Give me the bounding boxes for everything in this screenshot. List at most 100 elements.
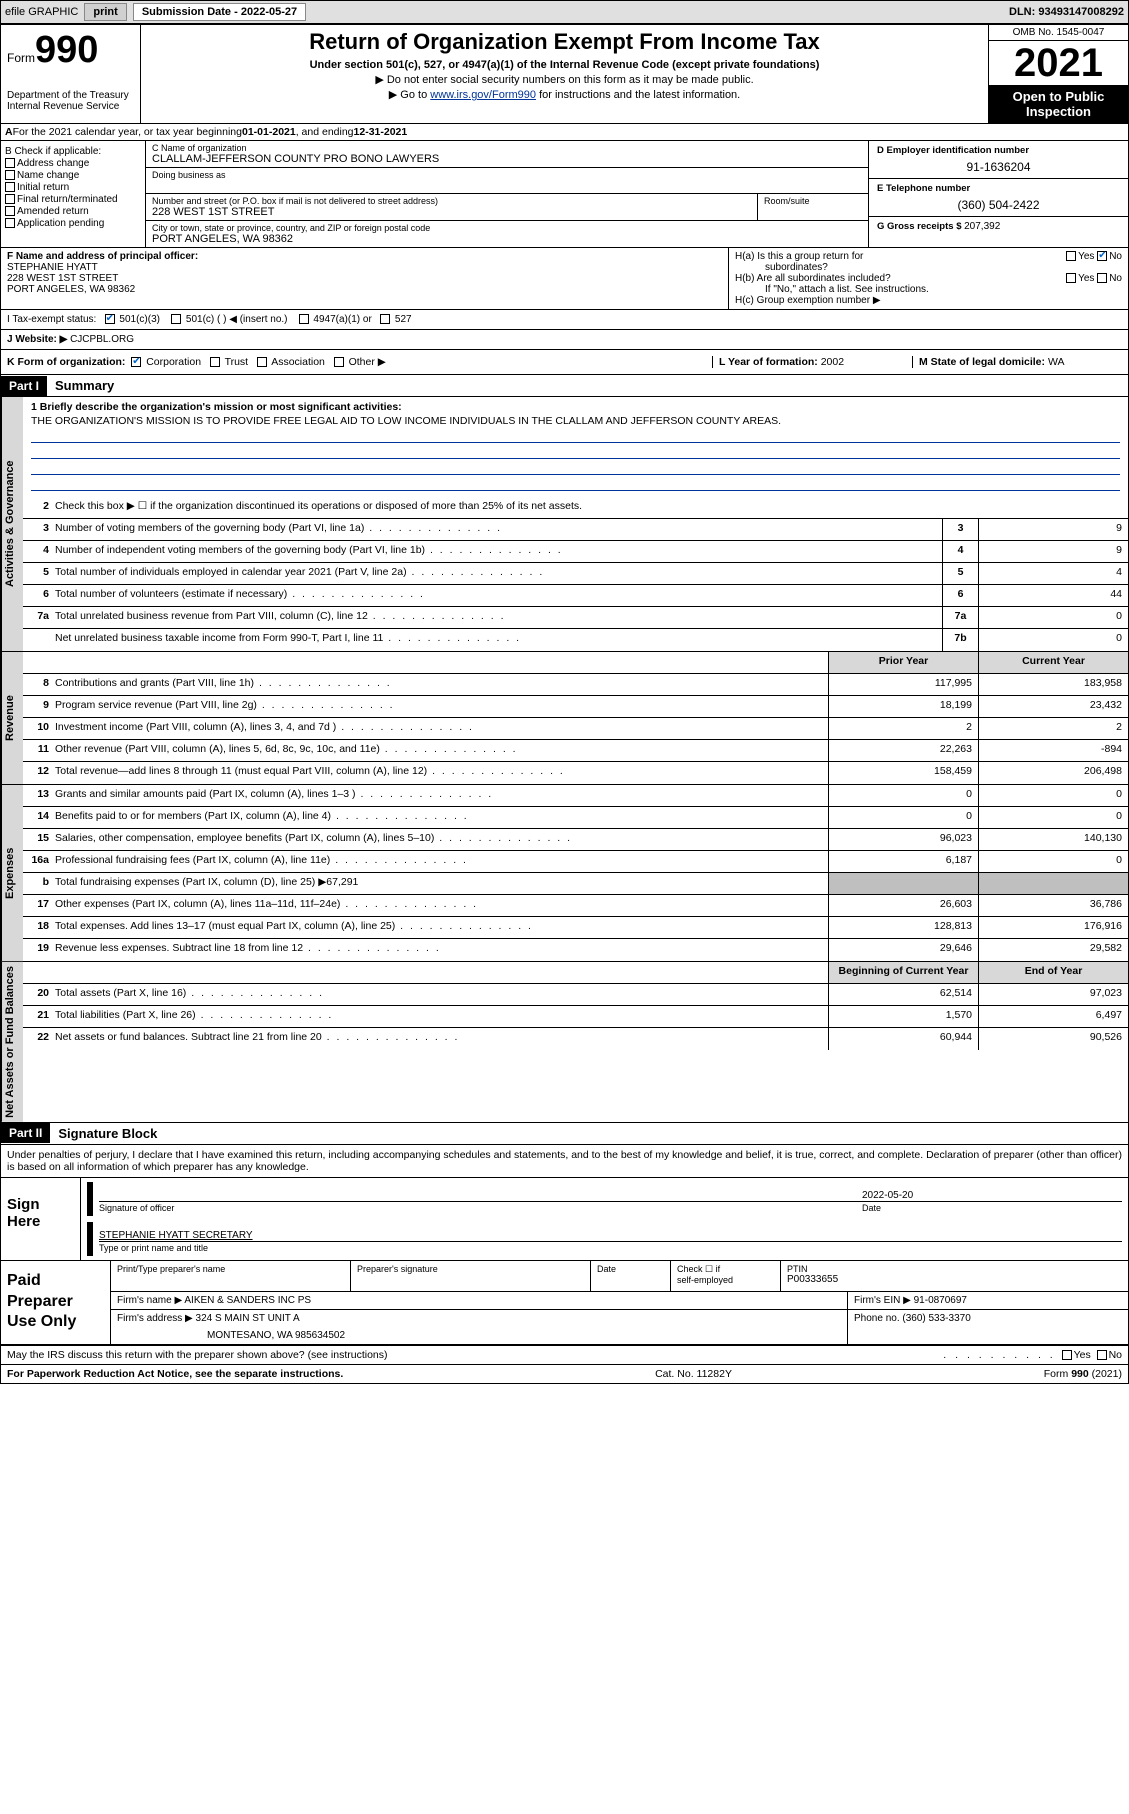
summary-line-b: bTotal fundraising expenses (Part IX, co…	[23, 873, 1128, 895]
ha-yes-no[interactable]: Yes No	[1066, 251, 1122, 273]
section-bcdeg: B Check if applicable: Address change Na…	[1, 141, 1128, 248]
summary-line-4: 4Number of independent voting members of…	[23, 541, 1128, 563]
firm-name-row: Firm's name ▶ AIKEN & SANDERS INC PS Fir…	[111, 1292, 1128, 1310]
officer-name-field: STEPHANIE HYATT SECRETARY Type or print …	[99, 1222, 1122, 1256]
form-header: Form990 Department of the Treasury Inter…	[1, 25, 1128, 124]
ein-value: 91-1636204	[877, 160, 1120, 174]
chk-name-change[interactable]: Name change	[5, 170, 141, 181]
chk-final-return[interactable]: Final return/terminated	[5, 194, 141, 205]
goto-note: ▶ Go to www.irs.gov/Form990 for instruct…	[149, 88, 980, 101]
efile-label: efile GRAPHIC	[5, 6, 78, 18]
city-state-zip: PORT ANGELES, WA 98362	[152, 233, 862, 245]
irs-link[interactable]: www.irs.gov/Form990	[430, 89, 536, 101]
sig-arrow-icon-2	[87, 1222, 93, 1256]
preparer-sig-cell[interactable]: Preparer's signature	[351, 1261, 591, 1291]
vtab-expenses: Expenses	[1, 785, 23, 961]
chk-amended-return[interactable]: Amended return	[5, 206, 141, 217]
website-value: CJCPBL.ORG	[70, 334, 134, 345]
chk-association[interactable]	[257, 357, 267, 367]
row-f-h: F Name and address of principal officer:…	[1, 248, 1128, 310]
summary-line-22: 22Net assets or fund balances. Subtract …	[23, 1028, 1128, 1050]
chk-other[interactable]	[334, 357, 344, 367]
paid-preparer-label: Paid Preparer Use Only	[1, 1261, 111, 1344]
chk-application-pending[interactable]: Application pending	[5, 218, 141, 229]
expenses-block: Expenses 13Grants and similar amounts pa…	[1, 785, 1128, 962]
hb-yes-no[interactable]: Yes No	[1066, 273, 1122, 284]
summary-line-8: 8Contributions and grants (Part VIII, li…	[23, 674, 1128, 696]
summary-line-19: 19Revenue less expenses. Subtract line 1…	[23, 939, 1128, 961]
form-number: Form990	[7, 29, 134, 72]
row-i-tax-status: I Tax-exempt status: 501(c)(3) 501(c) ( …	[1, 310, 1128, 330]
summary-line-17: 17Other expenses (Part IX, column (A), l…	[23, 895, 1128, 917]
chk-527[interactable]	[380, 314, 390, 324]
efile-topbar: efile GRAPHIC print Submission Date - 20…	[0, 0, 1129, 24]
firm-name: AIKEN & SANDERS INC PS	[184, 1295, 311, 1306]
form-subtitle: Under section 501(c), 527, or 4947(a)(1)…	[149, 59, 980, 71]
summary-line-12: 12Total revenue—add lines 8 through 11 (…	[23, 762, 1128, 784]
netassets-block: Net Assets or Fund Balances Beginning of…	[1, 962, 1128, 1123]
firm-addr1: 324 S MAIN ST UNIT A	[196, 1313, 300, 1324]
form-footer-label: Form 990 (2021)	[1044, 1368, 1122, 1380]
chk-501c3[interactable]	[105, 314, 115, 324]
sign-here-block: Sign Here Signature of officer 2022-05-2…	[1, 1178, 1128, 1261]
org-name: CLALLAM-JEFFERSON COUNTY PRO BONO LAWYER…	[152, 153, 862, 165]
gross-receipts-value: 207,392	[964, 221, 1000, 232]
paid-preparer-block: Paid Preparer Use Only Print/Type prepar…	[1, 1261, 1128, 1346]
chk-corporation[interactable]	[131, 357, 141, 367]
vtab-netassets: Net Assets or Fund Balances	[1, 962, 23, 1122]
part1-header: Part I Summary	[1, 375, 1128, 397]
gross-receipts-cell: G Gross receipts $ 207,392	[869, 217, 1128, 247]
preparer-date-cell[interactable]: Date	[591, 1261, 671, 1291]
pra-notice: For Paperwork Reduction Act Notice, see …	[7, 1368, 343, 1380]
prior-current-header: Prior Year Current Year	[23, 652, 1128, 674]
city-cell: City or town, state or province, country…	[146, 221, 868, 247]
col-b-header: B Check if applicable:	[5, 146, 141, 157]
header-title-block: Return of Organization Exempt From Incom…	[141, 25, 988, 123]
summary-line-14: 14Benefits paid to or for members (Part …	[23, 807, 1128, 829]
summary-line-13: 13Grants and similar amounts paid (Part …	[23, 785, 1128, 807]
ssn-note: ▶ Do not enter social security numbers o…	[149, 73, 980, 86]
part1-tag: Part I	[1, 376, 47, 396]
firm-addr2: MONTESANO, WA 985634502	[117, 1330, 841, 1341]
chk-initial-return[interactable]: Initial return	[5, 182, 141, 193]
chk-501c[interactable]	[171, 314, 181, 324]
dba-cell: Doing business as	[146, 168, 868, 194]
officer-signature-field[interactable]: Signature of officer	[99, 1182, 862, 1216]
firm-phone: (360) 533-3370	[902, 1313, 970, 1324]
row-j-website: J Website: ▶ CJCPBL.ORG	[1, 330, 1128, 350]
discuss-yes-no[interactable]: Yes No	[1056, 1349, 1122, 1361]
governance-block: Activities & Governance 1 Briefly descri…	[1, 397, 1128, 652]
col-deg: D Employer identification number 91-1636…	[868, 141, 1128, 247]
part2-header: Part II Signature Block	[1, 1123, 1128, 1145]
row-klm: K Form of organization: Corporation Trus…	[1, 350, 1128, 375]
submission-date: Submission Date - 2022-05-27	[133, 3, 306, 21]
phone-value: (360) 504-2422	[877, 198, 1120, 212]
year-formation: L Year of formation: 2002	[712, 356, 912, 368]
part2-tag: Part II	[1, 1123, 50, 1143]
preparer-name-cell[interactable]: Print/Type preparer's name	[111, 1261, 351, 1291]
chk-4947[interactable]	[299, 314, 309, 324]
header-right: OMB No. 1545-0047 2021 Open to Public In…	[988, 25, 1128, 123]
summary-line-6: 6Total number of volunteers (estimate if…	[23, 585, 1128, 607]
mission-blank-lines	[23, 427, 1128, 497]
summary-line-11: 11Other revenue (Part VIII, column (A), …	[23, 740, 1128, 762]
state-domicile: M State of legal domicile: WA	[912, 356, 1122, 368]
chk-trust[interactable]	[210, 357, 220, 367]
sig-arrow-icon	[87, 1182, 93, 1216]
summary-line-16a: 16aProfessional fundraising fees (Part I…	[23, 851, 1128, 873]
mission-text: THE ORGANIZATION'S MISSION IS TO PROVIDE…	[23, 415, 1128, 427]
summary-line-10: 10Investment income (Part VIII, column (…	[23, 718, 1128, 740]
tax-year: 2021	[989, 41, 1128, 85]
summary-line-5: 5Total number of individuals employed in…	[23, 563, 1128, 585]
print-button[interactable]: print	[84, 3, 126, 21]
sign-here-label: Sign Here	[1, 1178, 81, 1260]
self-employed-cell[interactable]: Check ☐ if self-employed	[671, 1261, 781, 1291]
chk-address-change[interactable]: Address change	[5, 158, 141, 169]
part2-title: Signature Block	[50, 1123, 165, 1144]
revenue-block: Revenue Prior Year Current Year 8Contrib…	[1, 652, 1128, 785]
irs-label: Internal Revenue Service	[7, 101, 134, 112]
summary-line-15: 15Salaries, other compensation, employee…	[23, 829, 1128, 851]
part1-title: Summary	[47, 375, 122, 396]
form-of-org: K Form of organization: Corporation Trus…	[7, 356, 712, 368]
discuss-row: May the IRS discuss this return with the…	[1, 1346, 1128, 1365]
